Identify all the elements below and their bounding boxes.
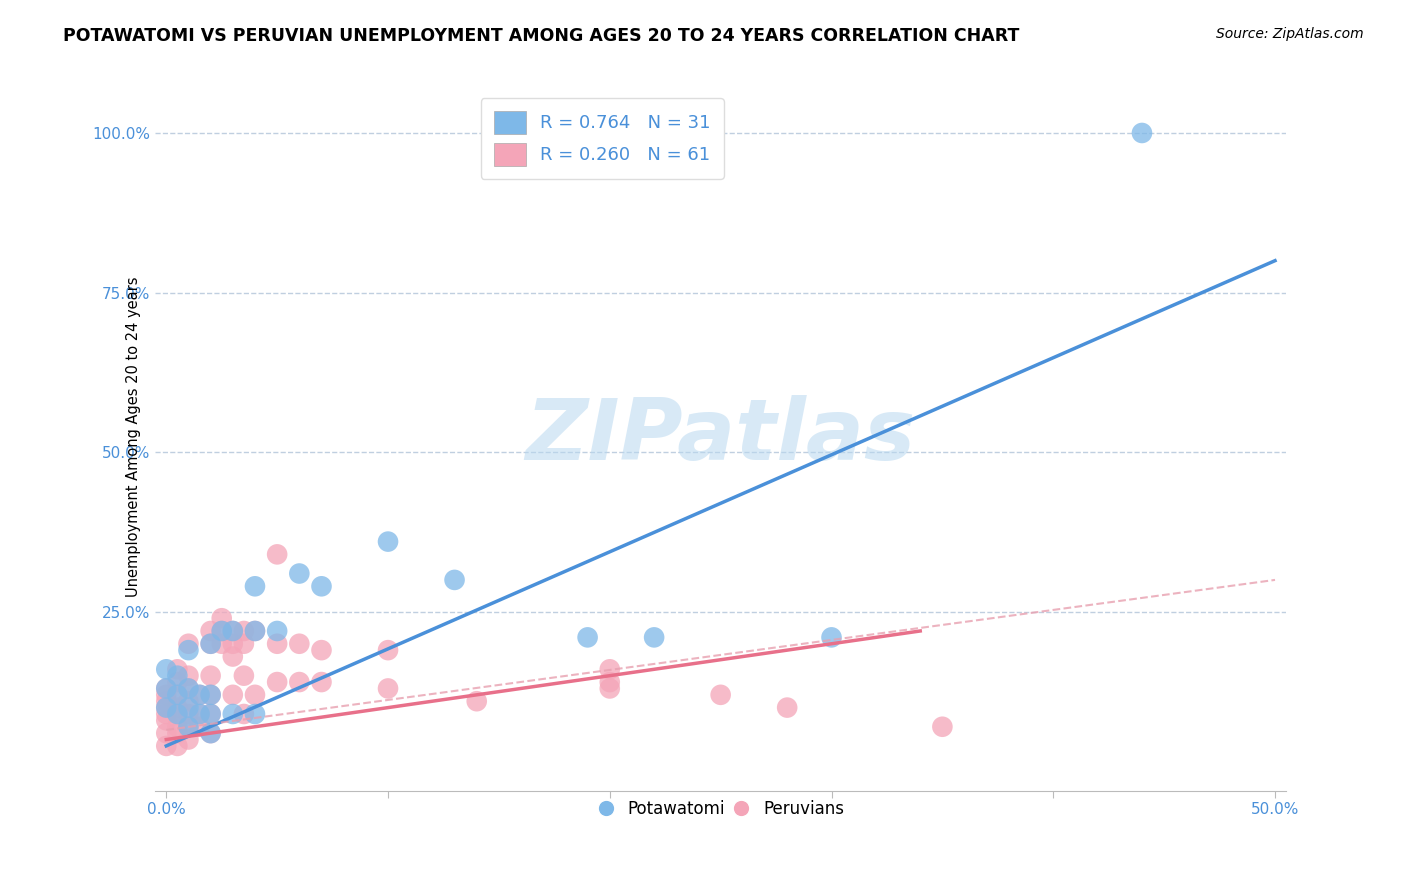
Point [776,700,799,714]
Point [166,706,188,721]
Point [200,706,222,721]
Point [155,700,177,714]
Point [232,624,254,638]
Point [177,694,200,708]
Point [576,631,599,645]
Point [211,624,233,638]
Point [188,706,211,721]
Point [166,668,188,682]
Point [177,720,200,734]
Text: POTAWATOMI VS PERUVIAN UNEMPLOYMENT AMONG AGES 20 TO 24 YEARS CORRELATION CHART: POTAWATOMI VS PERUVIAN UNEMPLOYMENT AMON… [63,27,1019,45]
Point [177,637,200,651]
Point [222,688,245,702]
Point [200,726,222,740]
Point [155,706,177,721]
Point [155,688,177,702]
Point [166,706,188,721]
Point [820,631,842,645]
Y-axis label: Unemployment Among Ages 20 to 24 years: Unemployment Among Ages 20 to 24 years [127,276,141,597]
Point [200,637,222,651]
Point [222,649,245,664]
Text: Source: ZipAtlas.com: Source: ZipAtlas.com [1216,27,1364,41]
Point [155,726,177,740]
Point [266,637,288,651]
Point [166,700,188,714]
Point [643,631,665,645]
Point [211,611,233,625]
Point [243,624,266,638]
Point [155,700,177,714]
Point [200,668,222,682]
Point [1130,126,1153,140]
Point [266,547,288,561]
Point [266,675,288,690]
Point [166,688,188,702]
Point [177,681,200,696]
Point [710,688,733,702]
Point [177,732,200,747]
Point [166,739,188,753]
Point [177,681,200,696]
Point [211,624,233,638]
Point [177,643,200,657]
Point [222,624,245,638]
Point [243,688,266,702]
Point [232,668,254,682]
Point [200,726,222,740]
Point [200,624,222,638]
Point [166,726,188,740]
Point [166,720,188,734]
Point [200,688,222,702]
Point [155,662,177,676]
Point [188,720,211,734]
Point [200,637,222,651]
Point [200,706,222,721]
Point [599,675,621,690]
Point [177,668,200,682]
Point [155,694,177,708]
Point [155,739,177,753]
Point [443,573,465,587]
Point [311,675,333,690]
Point [243,579,266,593]
Point [200,688,222,702]
Point [377,643,399,657]
Point [166,675,188,690]
Point [243,706,266,721]
Point [188,688,211,702]
Point [222,637,245,651]
Point [166,688,188,702]
Point [311,643,333,657]
Point [465,694,488,708]
Point [931,720,953,734]
Point [288,675,311,690]
Point [188,688,211,702]
Point [222,706,245,721]
Point [599,662,621,676]
Point [155,714,177,728]
Point [177,706,200,721]
Point [266,624,288,638]
Legend: Potawatomi, Peruvians: Potawatomi, Peruvians [591,794,851,825]
Point [177,700,200,714]
Point [377,681,399,696]
Point [155,681,177,696]
Point [377,534,399,549]
Point [599,681,621,696]
Point [232,706,254,721]
Point [232,637,254,651]
Point [166,662,188,676]
Point [155,681,177,696]
Point [311,579,333,593]
Point [243,624,266,638]
Point [188,706,211,721]
Point [288,637,311,651]
Point [222,624,245,638]
Text: ZIPatlas: ZIPatlas [526,395,915,478]
Point [288,566,311,581]
Point [177,720,200,734]
Point [211,637,233,651]
